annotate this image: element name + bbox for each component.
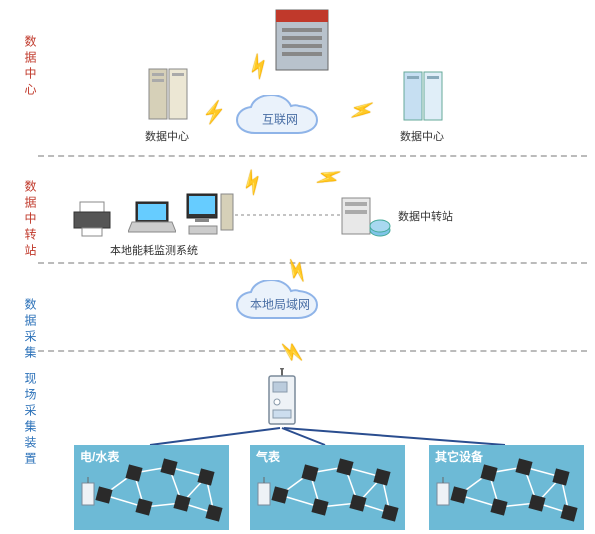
dc-left-label: 数据中心 — [145, 128, 189, 144]
cloud-internet: 互联网 — [230, 95, 330, 143]
pc-icon — [185, 190, 235, 238]
panel-0: 电/水表 — [74, 445, 229, 530]
layer-label-3: 现场采集装置 — [22, 372, 39, 468]
big-server-icon — [270, 8, 334, 78]
laptop-icon — [128, 198, 176, 238]
divider-1 — [38, 262, 587, 264]
layer-label-2: 数据采集 — [22, 298, 39, 362]
layer-label-0: 数据中心 — [22, 35, 39, 99]
dc-right-label: 数据中心 — [400, 128, 444, 144]
panel-1: 气表 — [250, 445, 405, 530]
dc-left-icon — [145, 65, 193, 125]
layer-label-1: 数据中转站 — [22, 180, 39, 260]
panel-2: 其它设备 — [429, 445, 584, 530]
bolt-icon: ⚡ — [278, 338, 307, 367]
divider-0 — [38, 155, 587, 157]
dc-right-icon — [400, 68, 448, 126]
cloud-internet-label: 互联网 — [230, 111, 330, 128]
relay-label: 数据中转站 — [398, 208, 453, 224]
cloud-lan-label: 本地局域网 — [230, 296, 330, 313]
divider-2 — [38, 350, 587, 352]
printer-icon — [70, 200, 114, 238]
local-sys-label: 本地能耗监测系统 — [110, 242, 198, 258]
collector-icon — [265, 368, 299, 428]
bolt-icon: ⚡ — [200, 98, 229, 127]
cloud-lan: 本地局域网 — [230, 280, 330, 328]
relay-icon — [340, 190, 392, 242]
